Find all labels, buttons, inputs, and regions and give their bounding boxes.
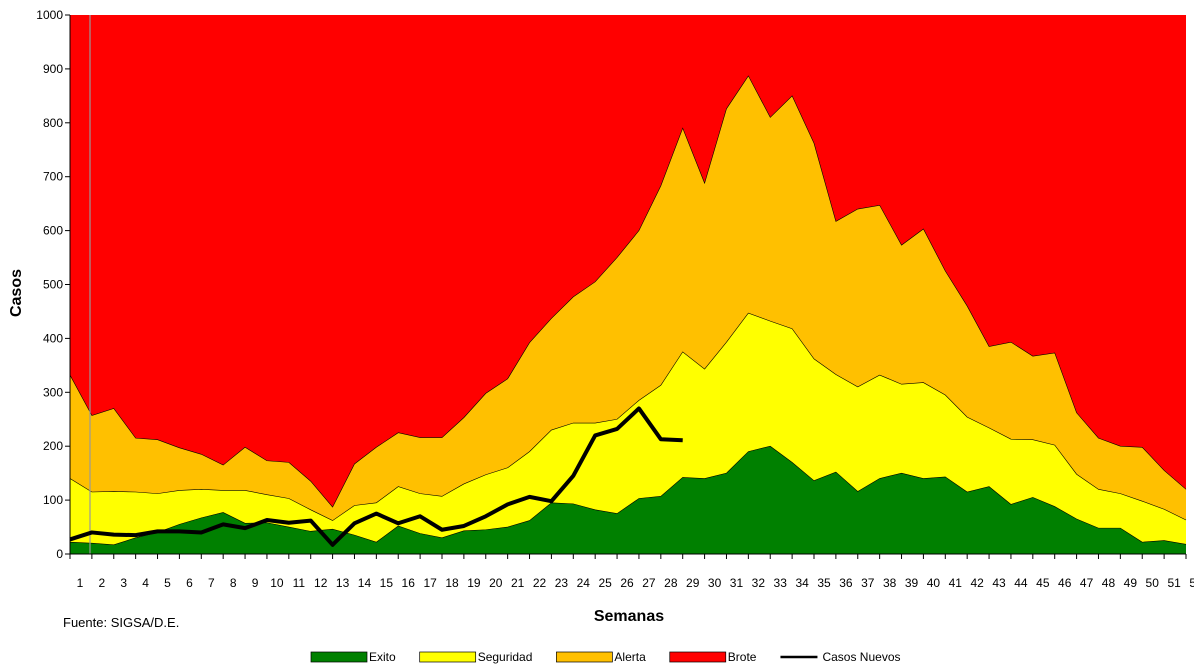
x-tick-label: 47 xyxy=(1080,576,1094,590)
x-tick-label: 13 xyxy=(336,576,350,590)
x-tick-label: 49 xyxy=(1124,576,1138,590)
x-tick-label: 46 xyxy=(1058,576,1072,590)
x-tick-label: 11 xyxy=(293,576,306,590)
legend-swatch-alerta xyxy=(556,651,613,663)
y-tick-label: 500 xyxy=(43,278,63,292)
x-tick-label: 14 xyxy=(358,576,372,590)
x-tick-label: 7 xyxy=(208,576,215,590)
x-tick-label: 27 xyxy=(642,576,656,590)
x-tick-label: 23 xyxy=(555,576,569,590)
x-tick-label: 44 xyxy=(1014,576,1028,590)
x-tick-label: 1 xyxy=(77,576,84,590)
x-tick-label: 9 xyxy=(252,576,259,590)
x-tick-label: 34 xyxy=(795,576,809,590)
legend: Exito Seguridad Alerta Brote Casos Nuevos xyxy=(310,650,901,664)
x-tick-label: 45 xyxy=(1036,576,1050,590)
x-tick-label: 24 xyxy=(577,576,591,590)
x-tick-label: 51 xyxy=(1167,576,1181,590)
x-tick-label: 52 xyxy=(1189,576,1194,590)
x-tick-label: 18 xyxy=(445,576,459,590)
y-tick-label: 1000 xyxy=(36,8,63,22)
legend-swatch-seguridad xyxy=(419,651,477,663)
y-tick-label: 400 xyxy=(43,331,63,345)
x-tick-label: 21 xyxy=(511,576,525,590)
x-tick-label: 20 xyxy=(489,576,503,590)
series-area-exito xyxy=(70,446,1186,554)
x-tick-label: 19 xyxy=(467,576,481,590)
y-tick-label: 800 xyxy=(43,116,63,130)
source-note: Fuente: SIGSA/D.E. xyxy=(63,615,179,630)
y-tick-label: 0 xyxy=(56,547,63,561)
series-line-casos-nuevos xyxy=(69,406,683,547)
y-tick-label: 200 xyxy=(43,439,63,453)
x-tick-label: 39 xyxy=(905,576,919,590)
y-tick-label: 700 xyxy=(43,170,63,184)
x-tick-label: 50 xyxy=(1146,576,1160,590)
x-tick-label: 41 xyxy=(949,576,963,590)
x-tick-label: 15 xyxy=(380,576,394,590)
legend-swatch-exito xyxy=(310,651,368,663)
x-tick-label: 40 xyxy=(927,576,941,590)
x-tick-label: 6 xyxy=(186,576,193,590)
legend-label-seguridad: Seguridad xyxy=(478,650,533,664)
x-tick-label: 5 xyxy=(164,576,171,590)
x-tick-label: 2 xyxy=(99,576,106,590)
x-tick-label: 12 xyxy=(314,576,328,590)
x-tick-label: 16 xyxy=(402,576,416,590)
y-tick-label: 600 xyxy=(43,224,63,238)
legend-label-alerta: Alerta xyxy=(614,650,646,664)
x-tick-label: 35 xyxy=(817,576,831,590)
y-axis-title: Casos xyxy=(8,269,25,317)
x-tick-label: 32 xyxy=(752,576,766,590)
legend-swatch-brote xyxy=(669,651,727,663)
x-tick-label: 3 xyxy=(120,576,127,590)
x-tick-label: 42 xyxy=(970,576,984,590)
y-tick-label: 100 xyxy=(43,493,63,507)
plot-lines xyxy=(69,406,683,547)
x-tick-label: 28 xyxy=(664,576,678,590)
x-tick-label: 43 xyxy=(992,576,1006,590)
x-tick-label: 31 xyxy=(730,576,744,590)
x-tick-label: 36 xyxy=(839,576,853,590)
x-tick-label: 37 xyxy=(861,576,875,590)
x-tick-label: 22 xyxy=(533,576,547,590)
x-axis-title: Semanas xyxy=(594,608,664,625)
series-edge-alerta xyxy=(69,75,1187,508)
x-tick-label: 4 xyxy=(142,576,149,590)
x-tick-label: 26 xyxy=(620,576,634,590)
plot-areas xyxy=(69,15,1187,554)
x-tick-label: 25 xyxy=(598,576,612,590)
x-tick-label: 33 xyxy=(774,576,788,590)
x-tick-label: 48 xyxy=(1102,576,1116,590)
x-tick-label: 30 xyxy=(708,576,722,590)
series-edge-seguridad xyxy=(69,312,1187,521)
x-tick-label: 10 xyxy=(270,576,284,590)
x-tick-label: 38 xyxy=(883,576,897,590)
x-tick-label: 29 xyxy=(686,576,700,590)
legend-label-casos-nuevos: Casos Nuevos xyxy=(822,650,900,664)
x-tick-label: 17 xyxy=(423,576,437,590)
legend-label-exito: Exito xyxy=(369,650,396,664)
y-tick-label: 300 xyxy=(43,385,63,399)
legend-label-brote: Brote xyxy=(728,650,757,664)
y-tick-label: 900 xyxy=(43,62,63,76)
x-tick-label: 8 xyxy=(230,576,237,590)
